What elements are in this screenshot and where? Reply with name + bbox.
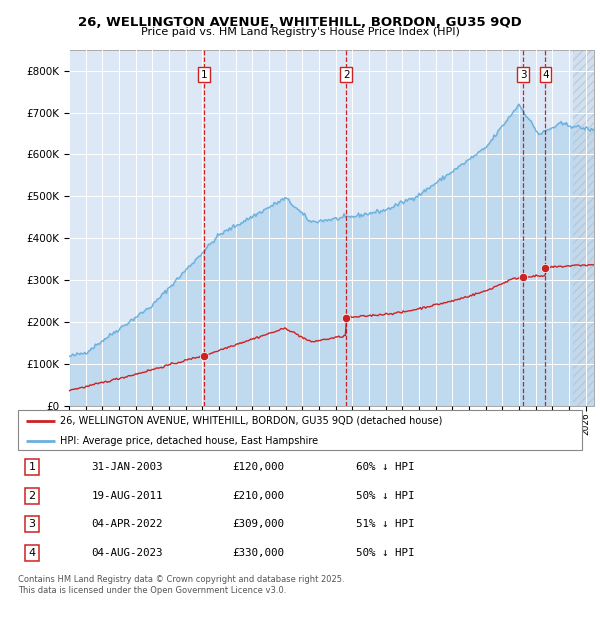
Text: 50% ↓ HPI: 50% ↓ HPI xyxy=(356,548,415,558)
Bar xyxy=(573,50,594,406)
Text: Price paid vs. HM Land Registry's House Price Index (HPI): Price paid vs. HM Land Registry's House … xyxy=(140,27,460,37)
Text: 26, WELLINGTON AVENUE, WHITEHILL, BORDON, GU35 9QD (detached house): 26, WELLINGTON AVENUE, WHITEHILL, BORDON… xyxy=(60,416,443,426)
Text: 4: 4 xyxy=(542,70,549,80)
Text: 51% ↓ HPI: 51% ↓ HPI xyxy=(356,520,415,529)
Text: £309,000: £309,000 xyxy=(232,520,284,529)
Text: 31-JAN-2003: 31-JAN-2003 xyxy=(91,462,163,472)
Text: 26, WELLINGTON AVENUE, WHITEHILL, BORDON, GU35 9QD: 26, WELLINGTON AVENUE, WHITEHILL, BORDON… xyxy=(78,16,522,29)
Text: Contains HM Land Registry data © Crown copyright and database right 2025.
This d: Contains HM Land Registry data © Crown c… xyxy=(18,575,344,595)
Text: 19-AUG-2011: 19-AUG-2011 xyxy=(91,490,163,500)
Text: 2: 2 xyxy=(343,70,349,80)
Text: 1: 1 xyxy=(29,462,35,472)
Text: 3: 3 xyxy=(520,70,526,80)
Text: 3: 3 xyxy=(29,520,35,529)
Text: 50% ↓ HPI: 50% ↓ HPI xyxy=(356,490,415,500)
Text: 1: 1 xyxy=(200,70,207,80)
Text: 04-AUG-2023: 04-AUG-2023 xyxy=(91,548,163,558)
Text: £330,000: £330,000 xyxy=(232,548,284,558)
Text: 04-APR-2022: 04-APR-2022 xyxy=(91,520,163,529)
Text: £120,000: £120,000 xyxy=(232,462,284,472)
Text: HPI: Average price, detached house, East Hampshire: HPI: Average price, detached house, East… xyxy=(60,436,319,446)
Text: 2: 2 xyxy=(29,490,35,500)
Text: 4: 4 xyxy=(29,548,35,558)
Text: £210,000: £210,000 xyxy=(232,490,284,500)
Text: 60% ↓ HPI: 60% ↓ HPI xyxy=(356,462,415,472)
